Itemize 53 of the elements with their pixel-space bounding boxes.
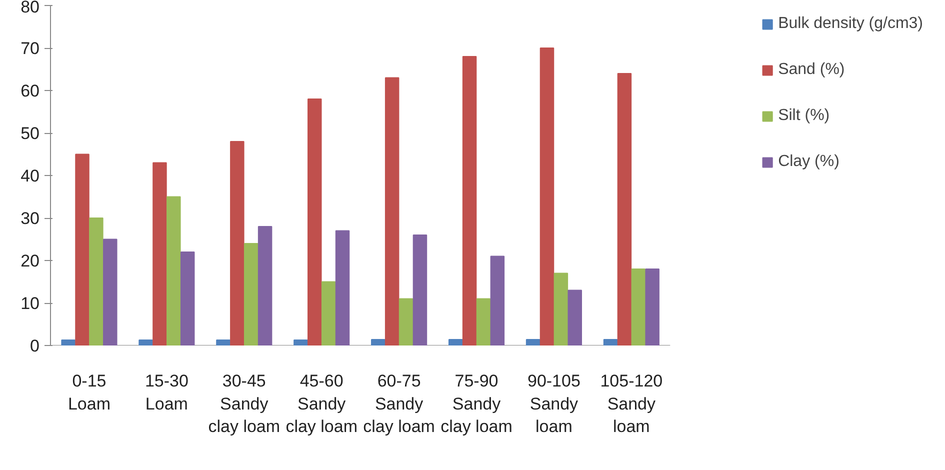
- y-tick-label: 30: [20, 209, 40, 228]
- y-tick-label: 10: [20, 294, 40, 313]
- bar: [371, 339, 386, 346]
- bar: [645, 268, 660, 346]
- bar: [540, 48, 554, 346]
- y-tick-label: 40: [20, 166, 40, 186]
- y-tick-label: 0: [30, 336, 40, 356]
- bar: [103, 238, 118, 346]
- legend-label: Clay (%): [778, 153, 840, 171]
- bar: [568, 290, 582, 346]
- x-tick-label: 60-75 Sandy clay loam: [363, 372, 435, 436]
- bar: [230, 141, 244, 346]
- bar: [476, 298, 491, 346]
- y-tick-label: 50: [20, 124, 40, 143]
- legend-label: Bulk density (g/cm3): [778, 15, 923, 33]
- bar: [490, 256, 505, 346]
- x-tick-label: 90-105 Sandy loam: [528, 372, 580, 436]
- bar: [448, 339, 463, 346]
- bar: [398, 298, 414, 346]
- x-tick-label: 0-15 Loam: [68, 372, 110, 414]
- y-tick-label: 70: [20, 39, 40, 58]
- bar: [412, 234, 428, 346]
- x-tick-label: 15-30 Loam: [144, 372, 188, 414]
- bar: [462, 56, 477, 346]
- y-tick-label: 80: [20, 0, 40, 16]
- x-tick-label: 30-45 Sandy clay loam: [208, 372, 280, 436]
- y-tick-label: 60: [20, 82, 40, 100]
- bar: [308, 98, 322, 346]
- bar: [335, 230, 350, 346]
- bar: [554, 272, 568, 346]
- bar: [321, 281, 336, 346]
- x-tick-label: 45-60 Sandy clay loam: [286, 372, 358, 436]
- bar: [384, 77, 400, 346]
- bar: [603, 339, 618, 346]
- legend-label: Sand (%): [778, 61, 845, 79]
- bar: [75, 154, 90, 346]
- bar: [244, 243, 258, 346]
- bar: [166, 196, 181, 346]
- bar: [258, 226, 272, 346]
- x-tick-label: 75-90 Sandy clay loam: [440, 372, 512, 436]
- y-tick-label: 20: [20, 252, 40, 270]
- bar: [61, 339, 76, 346]
- bar: [89, 218, 104, 346]
- bar: [180, 252, 195, 346]
- x-tick-label: 105-120 Sandy loam: [600, 372, 663, 436]
- legend-label: Silt (%): [778, 107, 830, 125]
- bar: [617, 73, 632, 346]
- bar: [294, 339, 308, 346]
- bar: [152, 162, 167, 346]
- bar: [216, 339, 230, 346]
- bar: [138, 339, 153, 346]
- bar: [631, 268, 646, 346]
- bar: [526, 339, 540, 346]
